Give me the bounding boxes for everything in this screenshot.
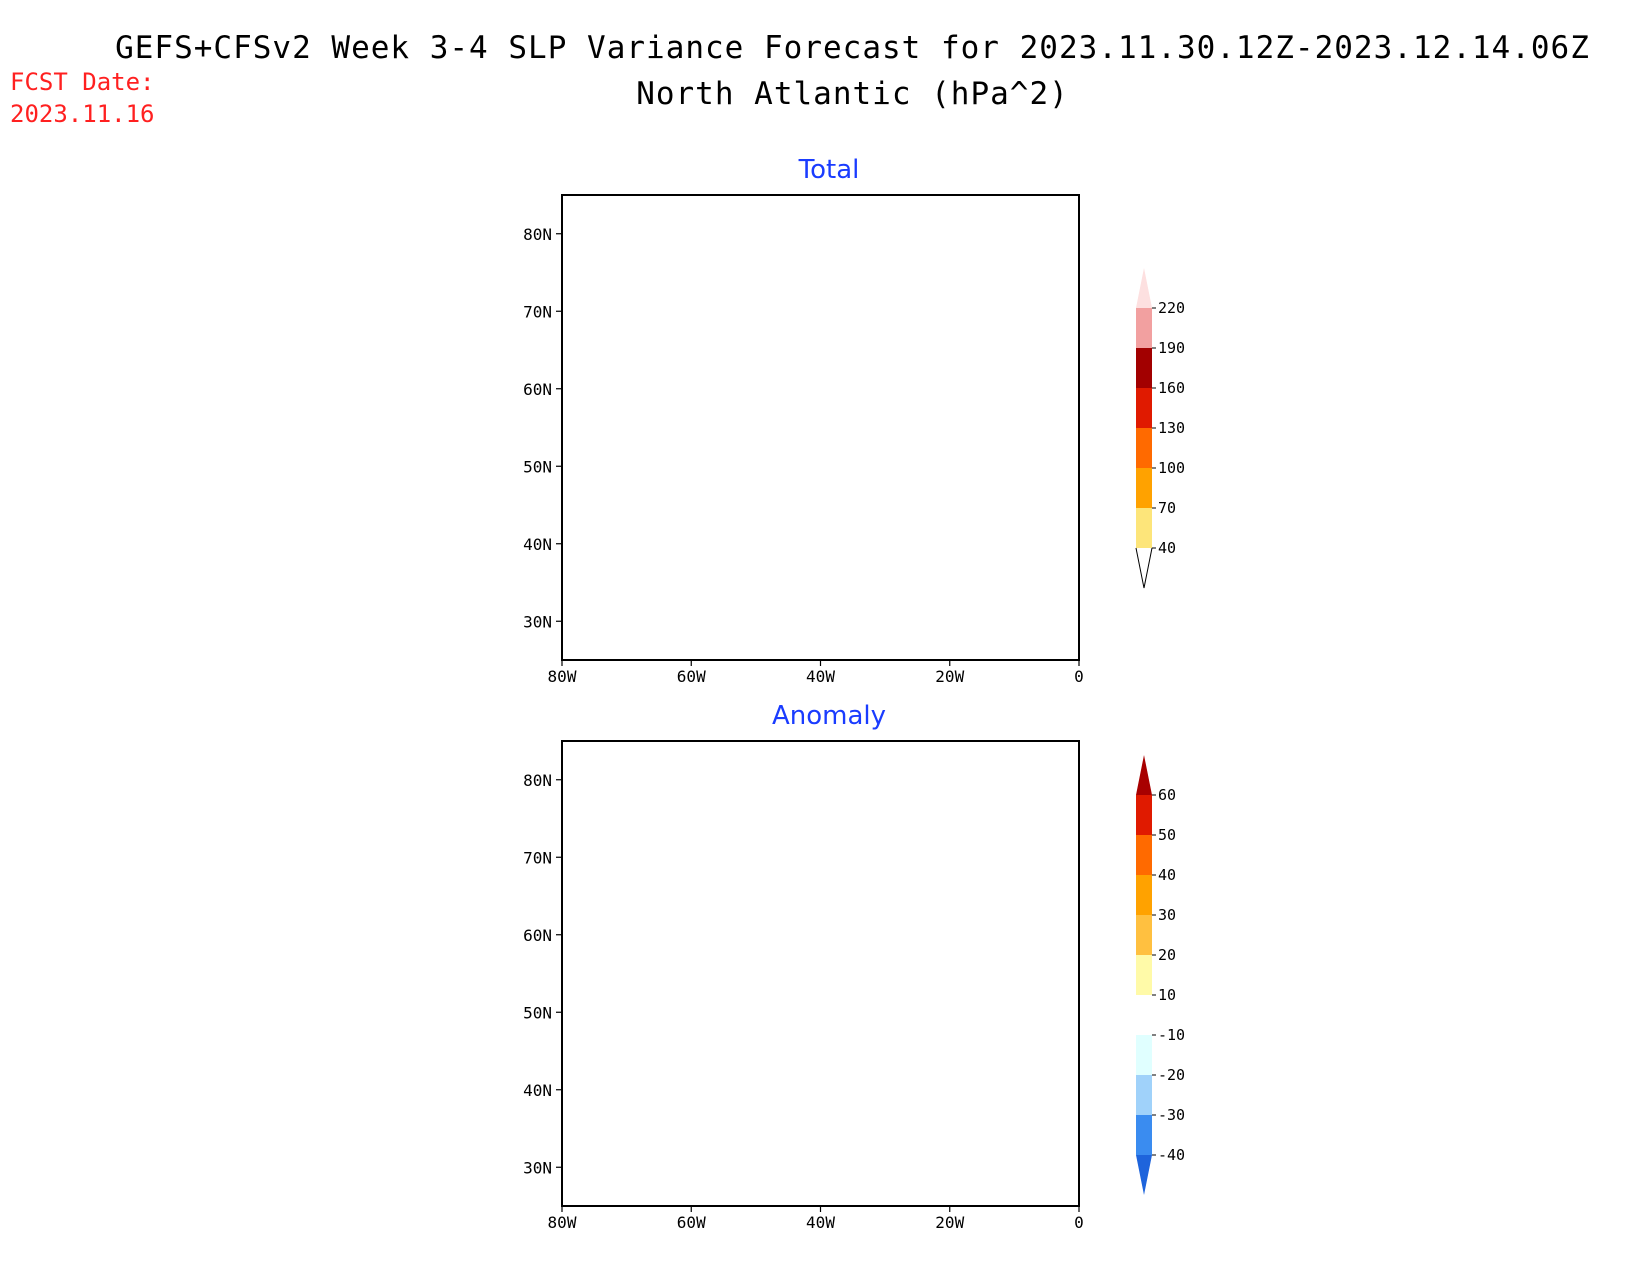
- forecast-date-value: 2023.11.16: [10, 100, 155, 128]
- colorbar-tip-top: [1136, 755, 1152, 795]
- colorbar-tip-top: [1136, 268, 1152, 308]
- lon-tick-label: 80W: [548, 1213, 577, 1232]
- lat-tick-label: 60N: [523, 380, 552, 399]
- colorbar-label: -40: [1158, 1146, 1185, 1164]
- colorbar-swatch: [1136, 955, 1152, 995]
- colorbar-tip-bottom: [1135, 547, 1153, 589]
- lat-tick-label: 70N: [523, 848, 552, 867]
- colorbar-label: 40: [1158, 866, 1176, 884]
- forecast-date-label: FCST Date:: [10, 68, 155, 96]
- colorbar-swatch: [1136, 308, 1152, 348]
- colorbar-label: -10: [1158, 1026, 1185, 1044]
- colorbar-tip-bottom: [1136, 1155, 1152, 1195]
- lat-tick-label: 40N: [523, 535, 552, 554]
- colorbar-swatch: [1136, 875, 1152, 915]
- lat-tick-label: 80N: [523, 771, 552, 790]
- lon-tick-label: 20W: [935, 667, 964, 686]
- colorbar-swatch: [1136, 1115, 1152, 1155]
- lon-tick-label: 0: [1074, 1213, 1084, 1232]
- colorbar-swatch: [1136, 468, 1152, 508]
- colorbar-label: 60: [1158, 786, 1176, 804]
- map-frame-total: [561, 194, 1080, 661]
- anomaly-map: [562, 741, 1079, 1206]
- lat-tick-label: 80N: [523, 225, 552, 244]
- map-frame-anomaly: [561, 740, 1080, 1207]
- colorbar-swatch: [1136, 348, 1152, 388]
- colorbar-label: 190: [1158, 339, 1185, 357]
- lat-tick-label: 30N: [523, 1158, 552, 1177]
- panel-title-total: Total: [798, 155, 860, 185]
- colorbar-swatch: [1136, 795, 1152, 835]
- colorbar-label: 130: [1158, 419, 1185, 437]
- lon-tick-label: 60W: [677, 1213, 706, 1232]
- total-variance-map: [562, 195, 1079, 660]
- colorbar-label: 220: [1158, 299, 1185, 317]
- lon-tick-label: 80W: [548, 667, 577, 686]
- colorbar-label: 70: [1158, 499, 1176, 517]
- lat-tick-label: 60N: [523, 926, 552, 945]
- colorbar-label: 40: [1158, 539, 1176, 557]
- panel-title-anomaly: Anomaly: [772, 701, 886, 731]
- chart-subtitle: North Atlantic (hPa^2): [636, 76, 1069, 112]
- colorbar-label: 160: [1158, 379, 1185, 397]
- colorbar-label: -30: [1158, 1106, 1185, 1124]
- colorbar-label: -20: [1158, 1066, 1185, 1084]
- lon-tick-label: 20W: [935, 1213, 964, 1232]
- colorbars: 40 70 100 130 160 190 220 60 50 40 30 20 10 -10 -20 -30…: [1135, 268, 1185, 1195]
- colorbar-swatch: [1136, 835, 1152, 875]
- lat-tick-label: 50N: [523, 1003, 552, 1022]
- colorbar-label: 20: [1158, 946, 1176, 964]
- lat-tick-label: 40N: [523, 1081, 552, 1100]
- colorbar-label: 50: [1158, 826, 1176, 844]
- colorbar-label: 30: [1158, 906, 1176, 924]
- lon-tick-label: 0: [1074, 667, 1084, 686]
- lon-tick-label: 60W: [677, 667, 706, 686]
- colorbar-swatch: [1136, 508, 1152, 548]
- colorbar-swatch: [1136, 1035, 1152, 1075]
- map-axes: 80W 60W 40W 20W 0 80N 70N 60N 50N 40N 30N 80W 60W 40W…: [523, 225, 1084, 1232]
- lat-tick-label: 50N: [523, 457, 552, 476]
- chart-title: GEFS+CFSv2 Week 3-4 SLP Variance Forecas…: [115, 30, 1590, 66]
- lon-tick-label: 40W: [806, 1213, 835, 1232]
- colorbar-label: 100: [1158, 459, 1185, 477]
- lat-tick-label: 70N: [523, 302, 552, 321]
- lat-tick-label: 30N: [523, 612, 552, 631]
- colorbar-swatch: [1136, 915, 1152, 955]
- colorbar-swatch: [1136, 388, 1152, 428]
- colorbar-swatch: [1136, 995, 1152, 1035]
- colorbar-swatch: [1136, 1075, 1152, 1115]
- colorbar-label: 10: [1158, 986, 1176, 1004]
- lon-tick-label: 40W: [806, 667, 835, 686]
- colorbar-swatch: [1136, 428, 1152, 468]
